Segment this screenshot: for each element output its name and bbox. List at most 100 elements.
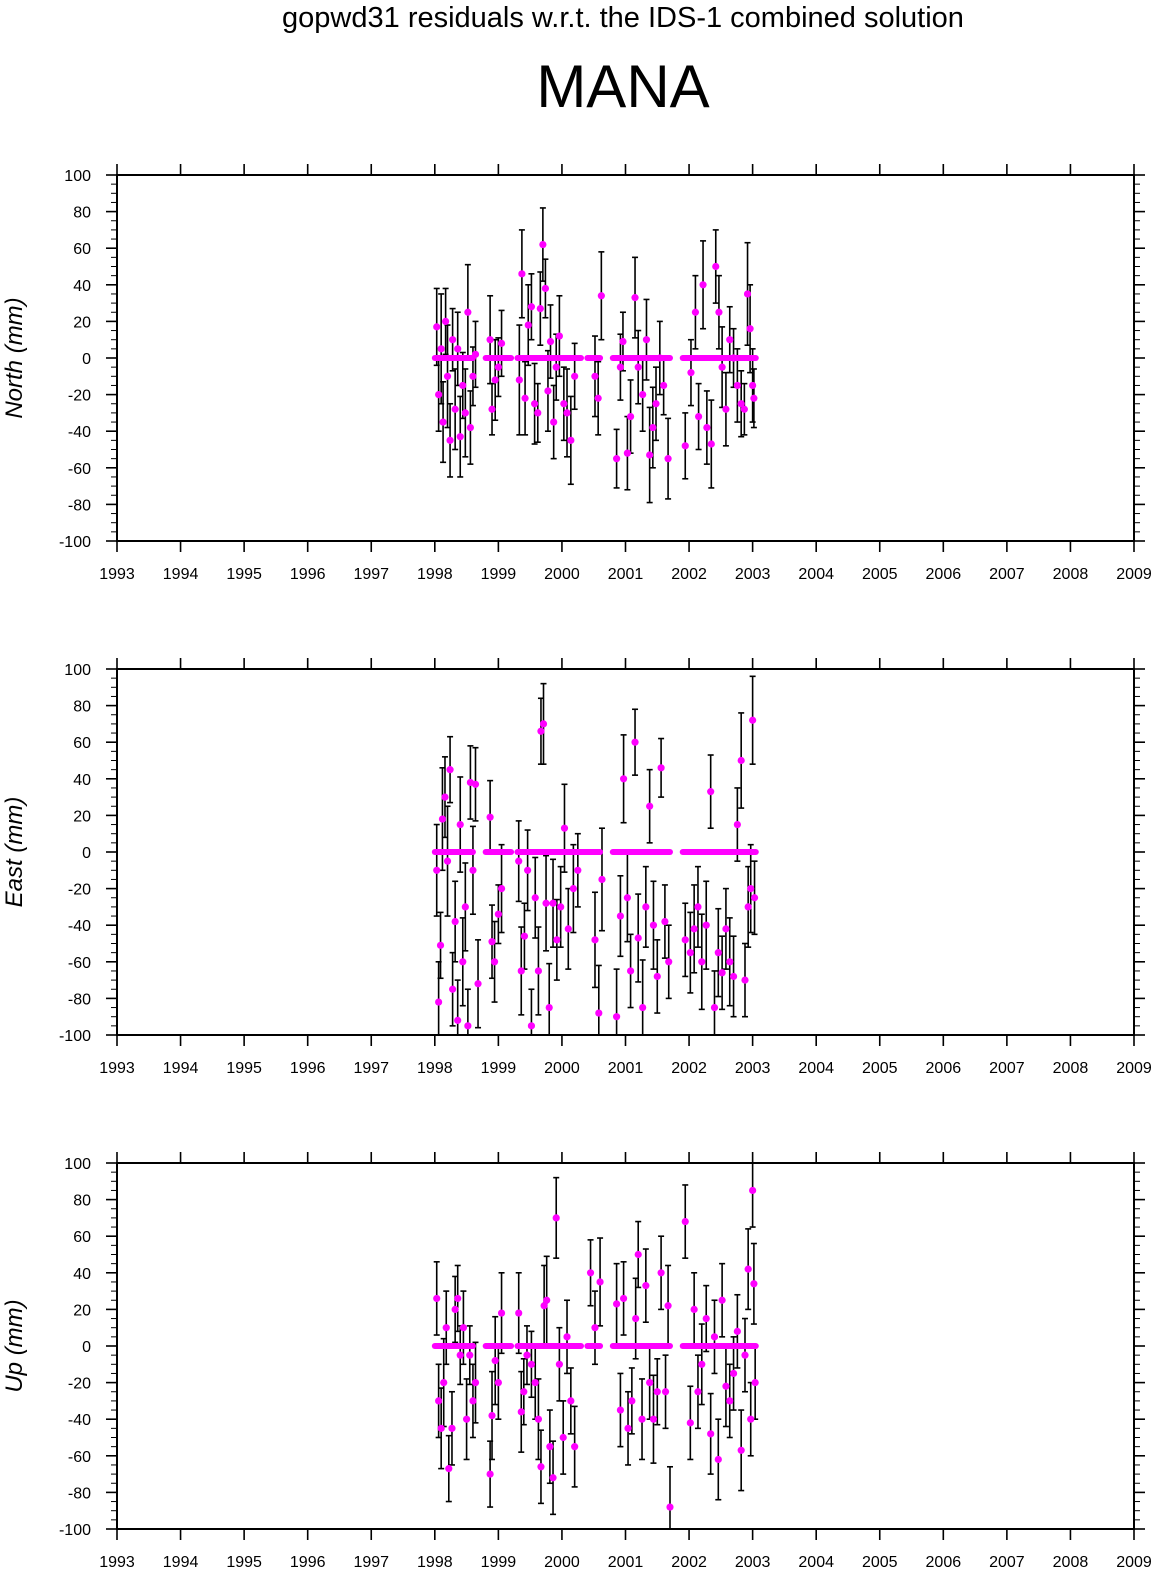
- up-x-tick-label: 1995: [226, 1554, 262, 1571]
- up-data-point: [491, 1357, 499, 1365]
- up-data-point: [537, 1463, 545, 1471]
- east-data-point: [690, 925, 698, 933]
- east-x-tick-label: 2009: [1116, 1060, 1152, 1077]
- up-x-tick-label: 1999: [481, 1554, 517, 1571]
- up-data-point: [567, 1397, 575, 1405]
- east-data-point: [456, 820, 464, 829]
- north-data-point: [746, 325, 754, 333]
- east-x-tick-label: 2003: [735, 1060, 771, 1077]
- up-data-point: [747, 1415, 755, 1423]
- east-x-tick-label: 2005: [862, 1060, 898, 1077]
- north-data-point: [634, 363, 642, 371]
- up-data-point: [559, 1433, 567, 1442]
- east-data-point: [515, 857, 523, 865]
- up-x-tick-label: 2006: [926, 1554, 962, 1571]
- up-data-point: [494, 1379, 502, 1387]
- east-data-point: [591, 936, 599, 944]
- up-data-point: [624, 1424, 632, 1432]
- north-data-point: [456, 433, 464, 441]
- east-data-point: [741, 976, 749, 984]
- east-data-point: [564, 925, 572, 933]
- north-data-point: [433, 323, 441, 331]
- up-data-point: [543, 1296, 551, 1304]
- north-data-point: [642, 336, 651, 344]
- east-y-tick-label: 40: [73, 772, 91, 789]
- east-data-point: [665, 958, 673, 966]
- north-y-tick-label: 0: [82, 351, 91, 368]
- north-x-tick-label: 2007: [989, 566, 1025, 583]
- north-data-point: [494, 363, 502, 371]
- up-data-point: [471, 1379, 480, 1387]
- north-x-tick-label: 2006: [926, 566, 962, 583]
- north-data-point: [722, 405, 730, 413]
- east-data-point: [686, 949, 694, 957]
- north-data-point: [518, 270, 526, 278]
- east-data-point: [438, 815, 447, 823]
- up-data-point: [454, 1294, 462, 1303]
- east-data-point: [626, 967, 635, 975]
- up-data-point: [657, 1269, 665, 1277]
- up-data-point: [690, 1305, 698, 1313]
- up-data-point: [710, 1333, 719, 1341]
- north-data-point: [597, 292, 605, 300]
- up-data-point: [638, 1415, 646, 1423]
- north-data-point: [743, 290, 752, 298]
- up-y-tick-label: 100: [64, 1156, 91, 1173]
- up-data-point: [486, 1470, 494, 1478]
- up-x-tick-label: 2009: [1116, 1554, 1152, 1571]
- up-x-tick-label: 1998: [417, 1554, 453, 1571]
- up-data-point: [737, 1446, 745, 1454]
- up-data-point: [726, 1397, 734, 1405]
- up-data-point: [729, 1369, 738, 1378]
- up-data-point: [520, 1388, 528, 1396]
- north-x-tick-label: 2005: [862, 566, 898, 583]
- east-y-tick-label: -40: [68, 918, 91, 935]
- east-data-point: [441, 793, 449, 801]
- up-data-point: [552, 1214, 560, 1222]
- up-data-point: [619, 1294, 628, 1303]
- north-data-point: [563, 409, 571, 417]
- north-x-tick-label: 1998: [417, 566, 453, 583]
- east-y-tick-label: 60: [73, 735, 91, 752]
- north-data-point: [491, 376, 499, 384]
- east-data-point: [616, 912, 625, 920]
- up-y-tick-label: -100: [59, 1522, 91, 1539]
- east-data-point: [737, 756, 745, 765]
- east-data-point: [726, 958, 734, 966]
- east-data-point: [714, 949, 722, 957]
- north-data-point: [486, 336, 494, 344]
- up-data-point: [586, 1269, 595, 1277]
- east-data-point: [744, 903, 752, 911]
- north-x-tick-label: 2004: [798, 566, 834, 583]
- up-x-tick-label: 2001: [608, 1554, 644, 1571]
- north-data-point: [521, 394, 529, 402]
- east-panel: 1993 1994 1995 1996 1997 1998 1999 2000 2001 2002…: [1, 658, 1152, 1077]
- east-data-point: [520, 932, 529, 940]
- up-y-tick-label: 80: [73, 1193, 91, 1210]
- north-data-point: [694, 412, 703, 421]
- up-data-point: [642, 1282, 650, 1290]
- up-data-point: [440, 1379, 448, 1387]
- up-data-point: [616, 1406, 625, 1414]
- up-data-point: [488, 1411, 496, 1420]
- east-data-point: [443, 857, 452, 865]
- up-y-axis-title: Up (mm): [1, 1299, 28, 1392]
- north-data-point: [699, 281, 707, 289]
- up-data-point: [546, 1443, 554, 1451]
- east-data-point: [497, 885, 506, 893]
- east-data-point: [631, 738, 639, 746]
- east-data-point: [446, 766, 454, 774]
- east-data-point: [459, 958, 467, 966]
- north-panel: 1993 1994 1995 1996 1997 1998 1999 2000 2001 2002…: [1, 164, 1152, 583]
- up-x-tick-label: 1996: [290, 1554, 326, 1571]
- north-y-tick-label: 40: [73, 278, 91, 295]
- up-data-point: [571, 1443, 579, 1451]
- up-data-point: [445, 1465, 453, 1473]
- north-data-point: [437, 345, 445, 353]
- east-y-tick-label: 100: [64, 662, 91, 679]
- up-data-point: [694, 1388, 702, 1396]
- north-data-point: [691, 308, 700, 316]
- east-y-tick-label: -100: [59, 1028, 91, 1045]
- north-data-point: [715, 308, 723, 316]
- up-x-tick-label: 1993: [99, 1554, 135, 1571]
